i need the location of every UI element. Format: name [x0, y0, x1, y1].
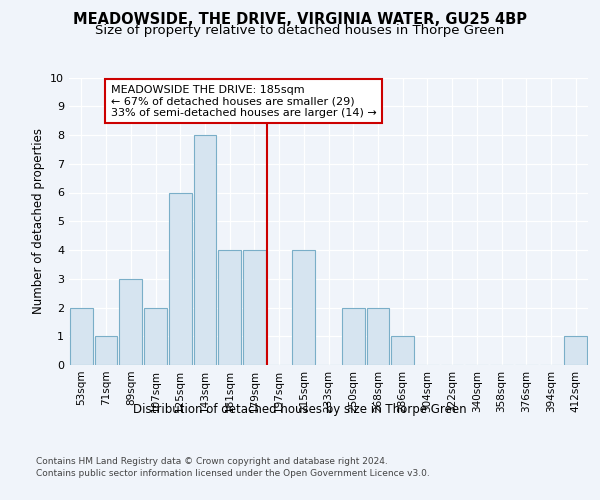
Bar [95, 336, 118, 365]
Bar [243, 250, 266, 365]
Y-axis label: Number of detached properties: Number of detached properties [32, 128, 44, 314]
Bar [367, 308, 389, 365]
Bar [564, 336, 587, 365]
Bar [169, 192, 191, 365]
Bar [194, 135, 216, 365]
Text: Contains HM Land Registry data © Crown copyright and database right 2024.: Contains HM Land Registry data © Crown c… [36, 458, 388, 466]
Text: Size of property relative to detached houses in Thorpe Green: Size of property relative to detached ho… [95, 24, 505, 37]
Text: MEADOWSIDE THE DRIVE: 185sqm
← 67% of detached houses are smaller (29)
33% of se: MEADOWSIDE THE DRIVE: 185sqm ← 67% of de… [111, 84, 377, 118]
Text: Distribution of detached houses by size in Thorpe Green: Distribution of detached houses by size … [133, 402, 467, 415]
Text: MEADOWSIDE, THE DRIVE, VIRGINIA WATER, GU25 4BP: MEADOWSIDE, THE DRIVE, VIRGINIA WATER, G… [73, 12, 527, 28]
Bar [70, 308, 93, 365]
Bar [144, 308, 167, 365]
Bar [391, 336, 414, 365]
Bar [119, 279, 142, 365]
Bar [342, 308, 365, 365]
Bar [218, 250, 241, 365]
Bar [292, 250, 315, 365]
Text: Contains public sector information licensed under the Open Government Licence v3: Contains public sector information licen… [36, 469, 430, 478]
